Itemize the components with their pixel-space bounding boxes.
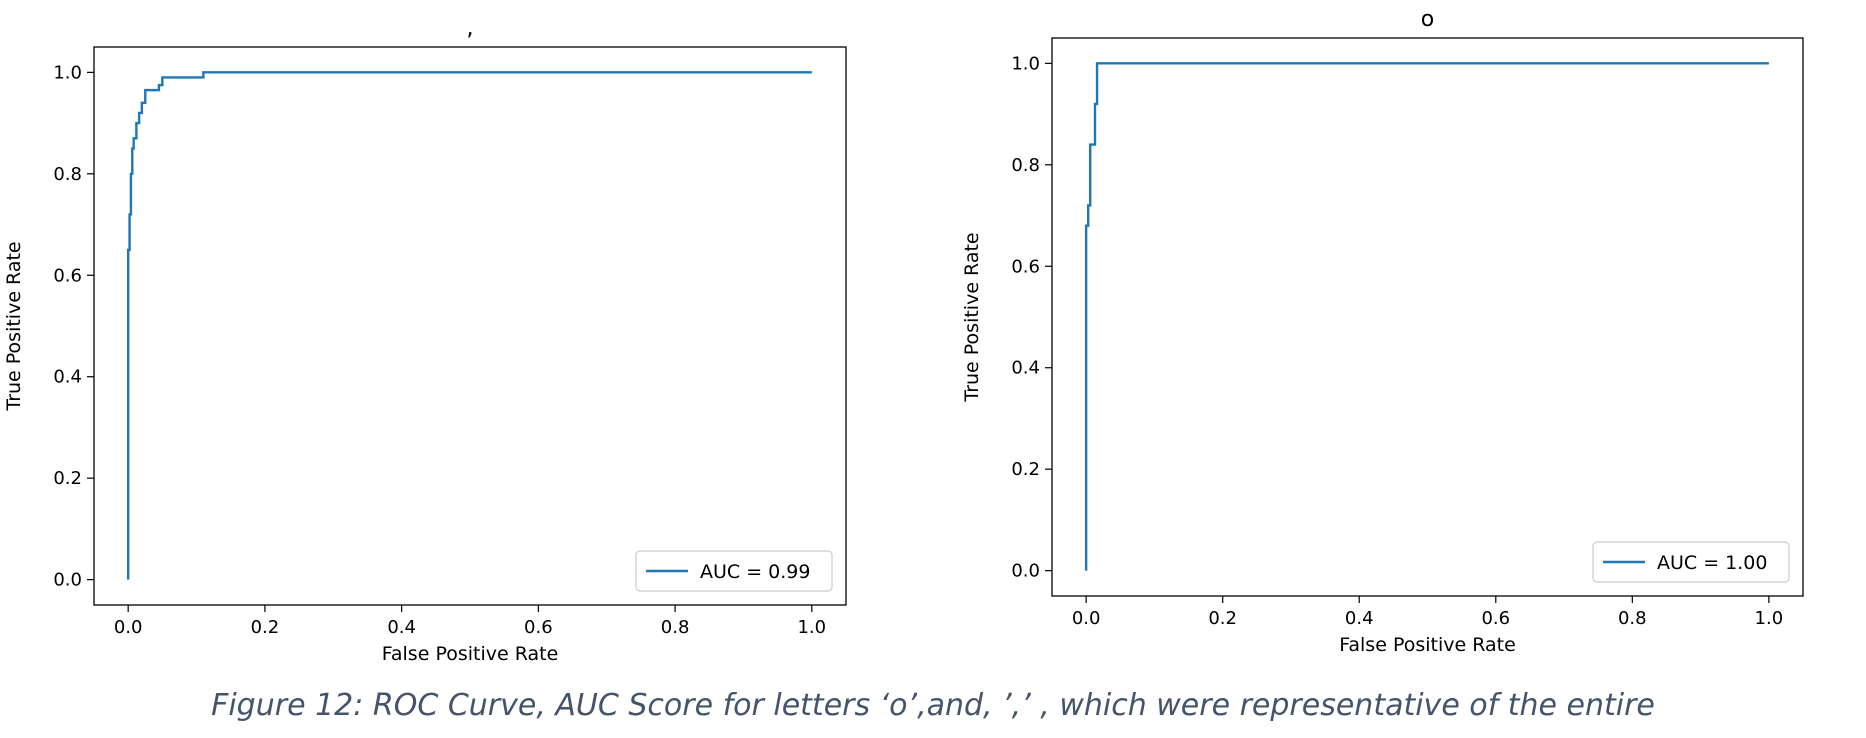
chart-1: 0.0 0.2 0.4 0.6 0.8 1.0 0.0 0.2 0.4 0.6 0.8 1.0 Fals… (3, 16, 847, 665)
legend-box (1592, 541, 1790, 583)
chart-title: o (1421, 7, 1434, 32)
x-tick-label: 0.4 (1345, 608, 1374, 629)
plot-frame (93, 46, 847, 606)
legend-label: AUC = 1.00 (1657, 552, 1767, 574)
y-tick-label: 1.0 (53, 62, 82, 83)
y-axis-label: True Positive Rate (961, 232, 983, 402)
y-tick-label: 0.2 (53, 468, 82, 489)
x-tick-label: 1.0 (1755, 608, 1784, 629)
legend-box (635, 550, 833, 592)
legend: AUC = 0.99 (635, 550, 833, 592)
x-tick-label: 0.8 (1618, 608, 1647, 629)
x-tick-label: 0.4 (387, 617, 416, 638)
legend-label: AUC = 0.99 (700, 561, 810, 583)
y-tick-label: 0.4 (1011, 358, 1040, 379)
chart-2: 0.0 0.2 0.4 0.6 0.8 1.0 0.0 0.2 0.4 0.6 0.8 1.0 Fals… (961, 7, 1804, 656)
y-tick-label: 0.6 (53, 265, 82, 286)
y-tick-label: 0.8 (1011, 155, 1040, 176)
y-tick-label: 0.4 (53, 367, 82, 388)
x-tick-label: 1.0 (797, 617, 826, 638)
y-tick-label: 0.0 (1011, 561, 1040, 582)
y-tick-label: 0.6 (1011, 256, 1040, 277)
x-axis-label: False Positive Rate (1339, 634, 1516, 656)
y-tick-label: 0.8 (53, 164, 82, 185)
figure-caption: Figure 12: ROC Curve, AUC Score for lett… (211, 688, 1655, 723)
x-tick-label: 0.6 (524, 617, 553, 638)
y-axis-label: True Positive Rate (3, 241, 25, 411)
y-tick-label: 0.2 (1011, 459, 1040, 480)
x-tick-label: 0.8 (661, 617, 690, 638)
plot-frame (1051, 37, 1804, 597)
roc-curve-line (126, 71, 812, 580)
x-tick-label: 0.0 (114, 617, 143, 638)
y-tick-label: 1.0 (1011, 53, 1040, 74)
y-tick-label: 0.0 (53, 570, 82, 591)
chart-title: , (467, 16, 474, 41)
x-tick-label: 0.2 (251, 617, 280, 638)
x-axis-label: False Positive Rate (382, 643, 559, 665)
roc-curve-line (1084, 62, 1769, 571)
legend: AUC = 1.00 (1592, 541, 1790, 583)
x-tick-label: 0.0 (1072, 608, 1101, 629)
x-tick-label: 0.6 (1481, 608, 1510, 629)
x-tick-label: 0.2 (1208, 608, 1237, 629)
